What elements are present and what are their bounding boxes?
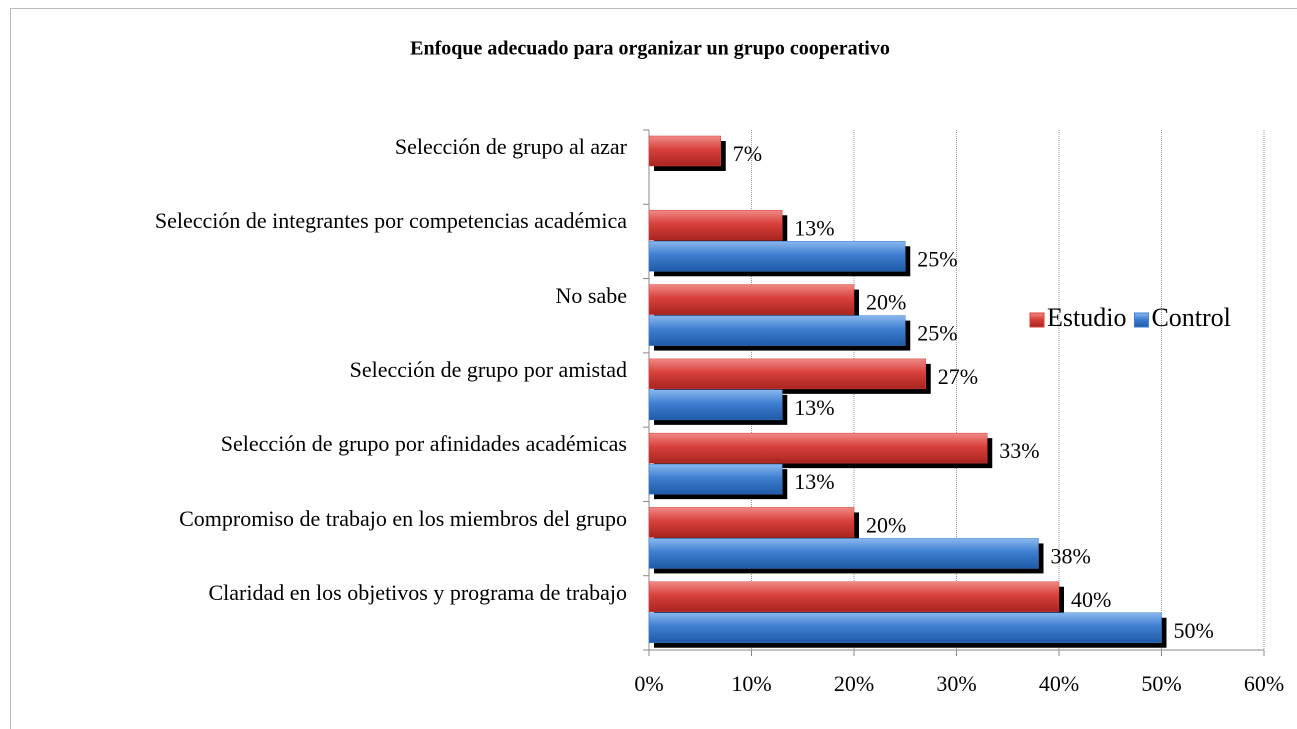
value-label: 25%: [917, 321, 957, 346]
bar: [648, 241, 906, 272]
bar: [648, 612, 1162, 643]
category-label: Claridad en los objetivos y programa de …: [208, 579, 628, 605]
legend-label: Control: [1151, 303, 1230, 332]
x-tick-label: 50%: [1141, 671, 1181, 696]
category-label: Compromiso de trabajo en los miembros de…: [179, 505, 627, 531]
value-label: 40%: [1071, 587, 1111, 612]
chart-title: Enfoque adecuado para organizar un grupo…: [410, 38, 890, 60]
category-label: Selección de integrantes por competencia…: [154, 208, 627, 234]
bar: [648, 538, 1039, 569]
category-label: No sabe: [555, 282, 627, 308]
bar: [648, 315, 906, 346]
value-label: 25%: [917, 246, 957, 271]
value-label: 13%: [794, 215, 834, 240]
bar: [648, 284, 855, 315]
x-tick-label: 20%: [834, 671, 874, 696]
x-tick-label: 30%: [936, 671, 976, 696]
legend-swatch: [1029, 312, 1045, 328]
value-label: 13%: [794, 469, 834, 494]
value-label: 20%: [866, 290, 906, 315]
value-label: 7%: [733, 141, 762, 166]
value-label: 27%: [938, 364, 978, 389]
x-tick-label: 10%: [731, 671, 771, 696]
bar: [648, 432, 988, 464]
x-tick-label: 0%: [634, 671, 663, 696]
value-label: 50%: [1174, 618, 1214, 643]
bar: [648, 135, 721, 167]
legend-swatch: [1133, 312, 1149, 328]
value-label: 13%: [794, 395, 834, 420]
category-label: Selección de grupo por afinidades académ…: [220, 431, 627, 457]
bar: [648, 389, 783, 421]
bar: [648, 507, 855, 538]
bar: [648, 210, 783, 241]
x-tick-label: 60%: [1244, 671, 1284, 696]
bar: [648, 463, 783, 495]
category-label: Selección de grupo al azar: [394, 134, 627, 160]
legend-label: Estudio: [1047, 303, 1126, 332]
bar: [648, 358, 926, 390]
x-tick-label: 40%: [1039, 671, 1079, 696]
chart-frame: [10, 8, 1297, 729]
value-label: 20%: [866, 512, 906, 537]
value-label: 33%: [999, 438, 1039, 463]
value-label: 38%: [1051, 543, 1091, 568]
bar: [648, 581, 1060, 612]
category-label: Selección de grupo por amistad: [349, 357, 627, 382]
